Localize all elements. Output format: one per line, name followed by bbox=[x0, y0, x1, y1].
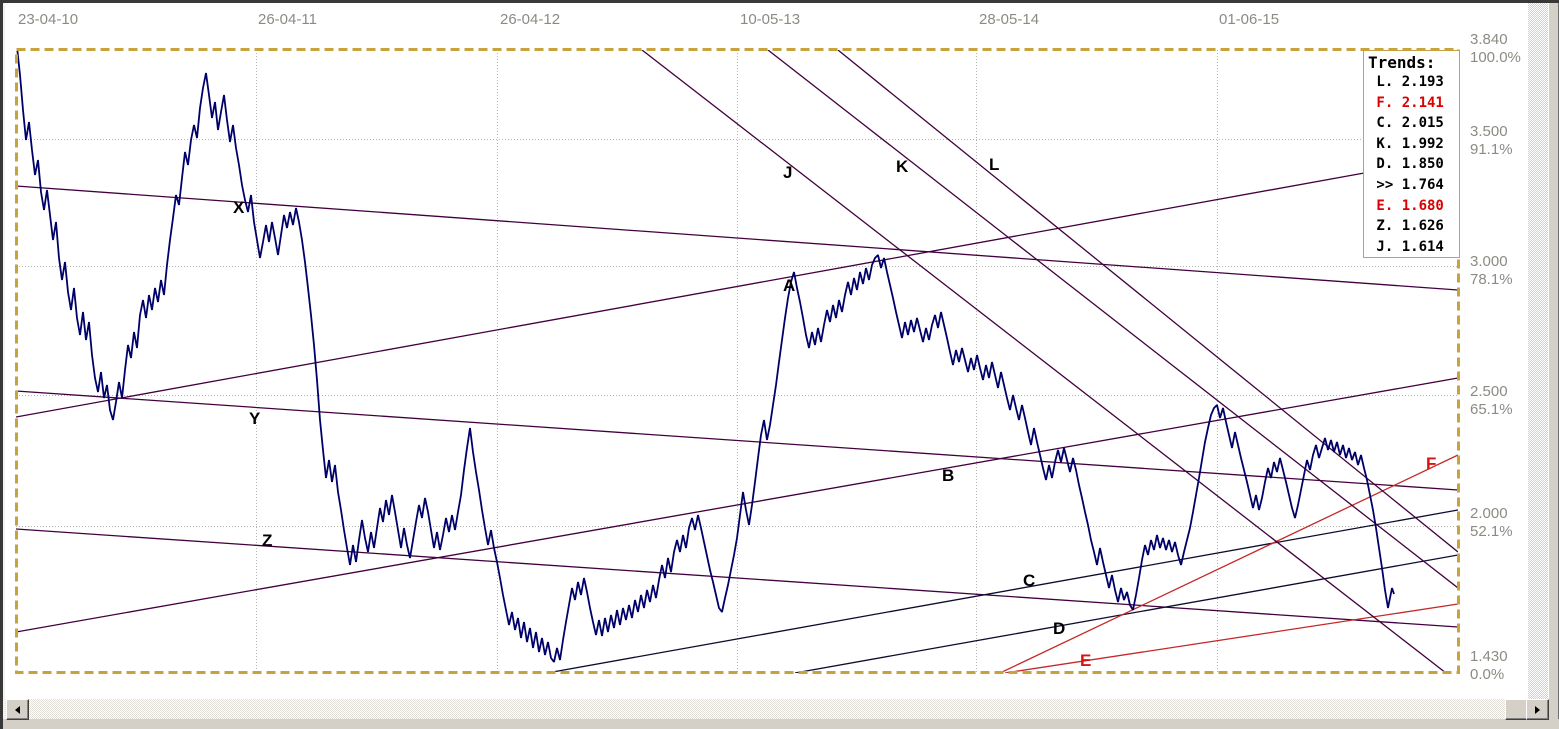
left-arrow-icon bbox=[15, 705, 20, 714]
price-tick-label: 3.840 bbox=[1470, 31, 1508, 48]
trends-legend: Trends: L. 2.193 F. 2.141 C. 2.015 K. 1.… bbox=[1363, 50, 1460, 258]
price-line bbox=[16, 50, 1395, 663]
legend-item-J: J. 1.614 bbox=[1368, 238, 1444, 255]
legend-item-E: E. 1.680 bbox=[1368, 197, 1444, 214]
date-label: 26-04-12 bbox=[500, 11, 561, 28]
date-label: 26-04-11 bbox=[258, 11, 317, 28]
horizontal-scrollbar[interactable] bbox=[3, 699, 1549, 720]
window-left-frame bbox=[0, 0, 3, 729]
price-tick-label: 1.430 bbox=[1470, 648, 1508, 665]
trend-line-J[interactable] bbox=[641, 50, 1447, 673]
legend-item-L: L. 2.193 bbox=[1368, 74, 1444, 90]
date-label: 10-05-13 bbox=[740, 11, 801, 28]
trend-label-L: L bbox=[989, 155, 999, 174]
trend-line-X[interactable] bbox=[16, 185, 1458, 291]
percent-tick-label: 65.1% bbox=[1470, 401, 1513, 418]
window-top-frame bbox=[0, 0, 1559, 3]
legend-item-K: K. 1.992 bbox=[1368, 135, 1444, 152]
trend-label-A: A bbox=[783, 276, 795, 295]
percent-tick-label: 100.0% bbox=[1470, 49, 1521, 66]
percent-tick-label: 52.1% bbox=[1470, 523, 1513, 540]
trend-line-Z[interactable] bbox=[16, 528, 1458, 628]
scrollbar-thumb[interactable] bbox=[1505, 699, 1528, 720]
date-label: 28-05-14 bbox=[979, 11, 1040, 28]
trend-label-D: D bbox=[1053, 619, 1065, 638]
legend-item-Z: Z. 1.626 bbox=[1368, 218, 1444, 235]
window-bottom-frame bbox=[0, 719, 1559, 729]
trend-line-B[interactable] bbox=[16, 377, 1458, 633]
trend-line-Y[interactable] bbox=[16, 390, 1458, 491]
trend-label-B: B bbox=[942, 466, 954, 485]
scroll-left-button[interactable] bbox=[6, 699, 29, 720]
percent-tick-label: 78.1% bbox=[1470, 271, 1513, 288]
percent-tick-label: 0.0% bbox=[1470, 666, 1505, 683]
trend-line-L[interactable] bbox=[837, 50, 1458, 553]
window-right-frame bbox=[1548, 0, 1559, 729]
price-tick-label: 2.000 bbox=[1470, 505, 1508, 522]
right-arrow-icon bbox=[1535, 705, 1540, 714]
trend-line-F[interactable] bbox=[999, 454, 1458, 673]
window-left-highlight bbox=[3, 3, 5, 719]
scroll-right-button[interactable] bbox=[1526, 699, 1549, 720]
legend-item-D: D. 1.850 bbox=[1368, 156, 1444, 173]
legend-item-: >> 1.764 bbox=[1368, 176, 1444, 193]
trend-label-Z: Z bbox=[262, 531, 272, 550]
price-tick-label: 3.000 bbox=[1470, 253, 1508, 270]
plot-border bbox=[15, 48, 1460, 674]
legend-item-C: C. 2.015 bbox=[1368, 115, 1444, 132]
trend-line-D[interactable] bbox=[794, 554, 1458, 673]
trend-line-C[interactable] bbox=[546, 509, 1458, 673]
trend-label-J: J bbox=[783, 163, 792, 182]
vertical-scrollbar-track[interactable] bbox=[1528, 3, 1548, 719]
price-tick-label: 3.500 bbox=[1470, 123, 1508, 140]
date-label: 01-06-15 bbox=[1219, 11, 1280, 28]
legend-item-F: F. 2.141 bbox=[1368, 94, 1444, 111]
legend-items: L. 2.193 F. 2.141 C. 2.015 K. 1.992 D. 1… bbox=[1368, 72, 1459, 257]
trend-label-Y: Y bbox=[249, 409, 261, 428]
price-tick-label: 2.500 bbox=[1470, 383, 1508, 400]
trend-label-X: X bbox=[233, 198, 245, 217]
trend-label-F: F bbox=[1426, 454, 1436, 473]
trend-label-E: E bbox=[1080, 651, 1091, 670]
trend-line-E[interactable] bbox=[1004, 603, 1458, 673]
trend-label-C: C bbox=[1023, 571, 1035, 590]
legend-title: Trends: bbox=[1368, 53, 1436, 72]
trend-line-A[interactable] bbox=[16, 155, 1458, 418]
trend-line-K[interactable] bbox=[767, 50, 1458, 589]
percent-tick-label: 91.1% bbox=[1470, 141, 1513, 158]
date-label: 23-04-10 bbox=[18, 11, 79, 28]
trend-label-K: K bbox=[896, 157, 909, 176]
